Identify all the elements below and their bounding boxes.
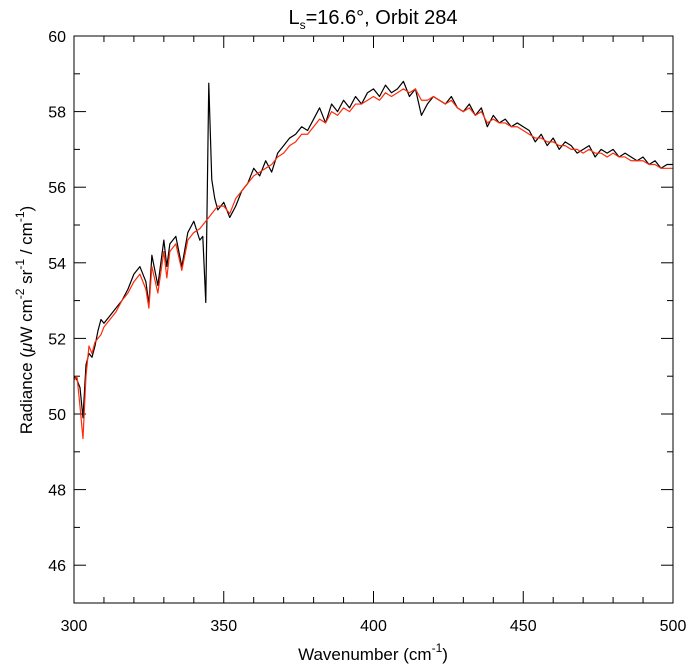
series-line-1 — [73, 80, 673, 419]
y-tick-label: 54 — [48, 256, 66, 273]
x-tick-label: 500 — [660, 618, 687, 635]
x-tick-label: 400 — [360, 618, 387, 635]
tick-labels: 300 350 400 450 500 46 48 50 52 54 56 58 60 — [48, 29, 686, 635]
x-tick-label: 300 — [61, 618, 88, 635]
x-tick-label: 350 — [210, 618, 237, 635]
plot-frame — [73, 35, 674, 604]
y-tick-label: 48 — [48, 483, 66, 500]
y-tick-label: 52 — [48, 331, 66, 348]
y-tick-label: 58 — [48, 105, 66, 122]
series-line-2 — [73, 88, 673, 440]
x-axis-label: Wavenumber (cm-1) — [298, 641, 448, 664]
y-tick-label: 60 — [48, 29, 66, 46]
chart-title: Ls=16.6°, Orbit 284 — [288, 7, 457, 32]
x-tick-label: 450 — [510, 618, 537, 635]
axis-ticks — [73, 35, 674, 604]
y-tick-label: 50 — [48, 407, 66, 424]
y-axis-label: Radiance (μW cm-2 sr-1 / cm-1) — [13, 206, 36, 434]
series-layer — [73, 80, 673, 440]
y-tick-label: 56 — [48, 180, 66, 197]
y-tick-label: 46 — [48, 558, 66, 575]
